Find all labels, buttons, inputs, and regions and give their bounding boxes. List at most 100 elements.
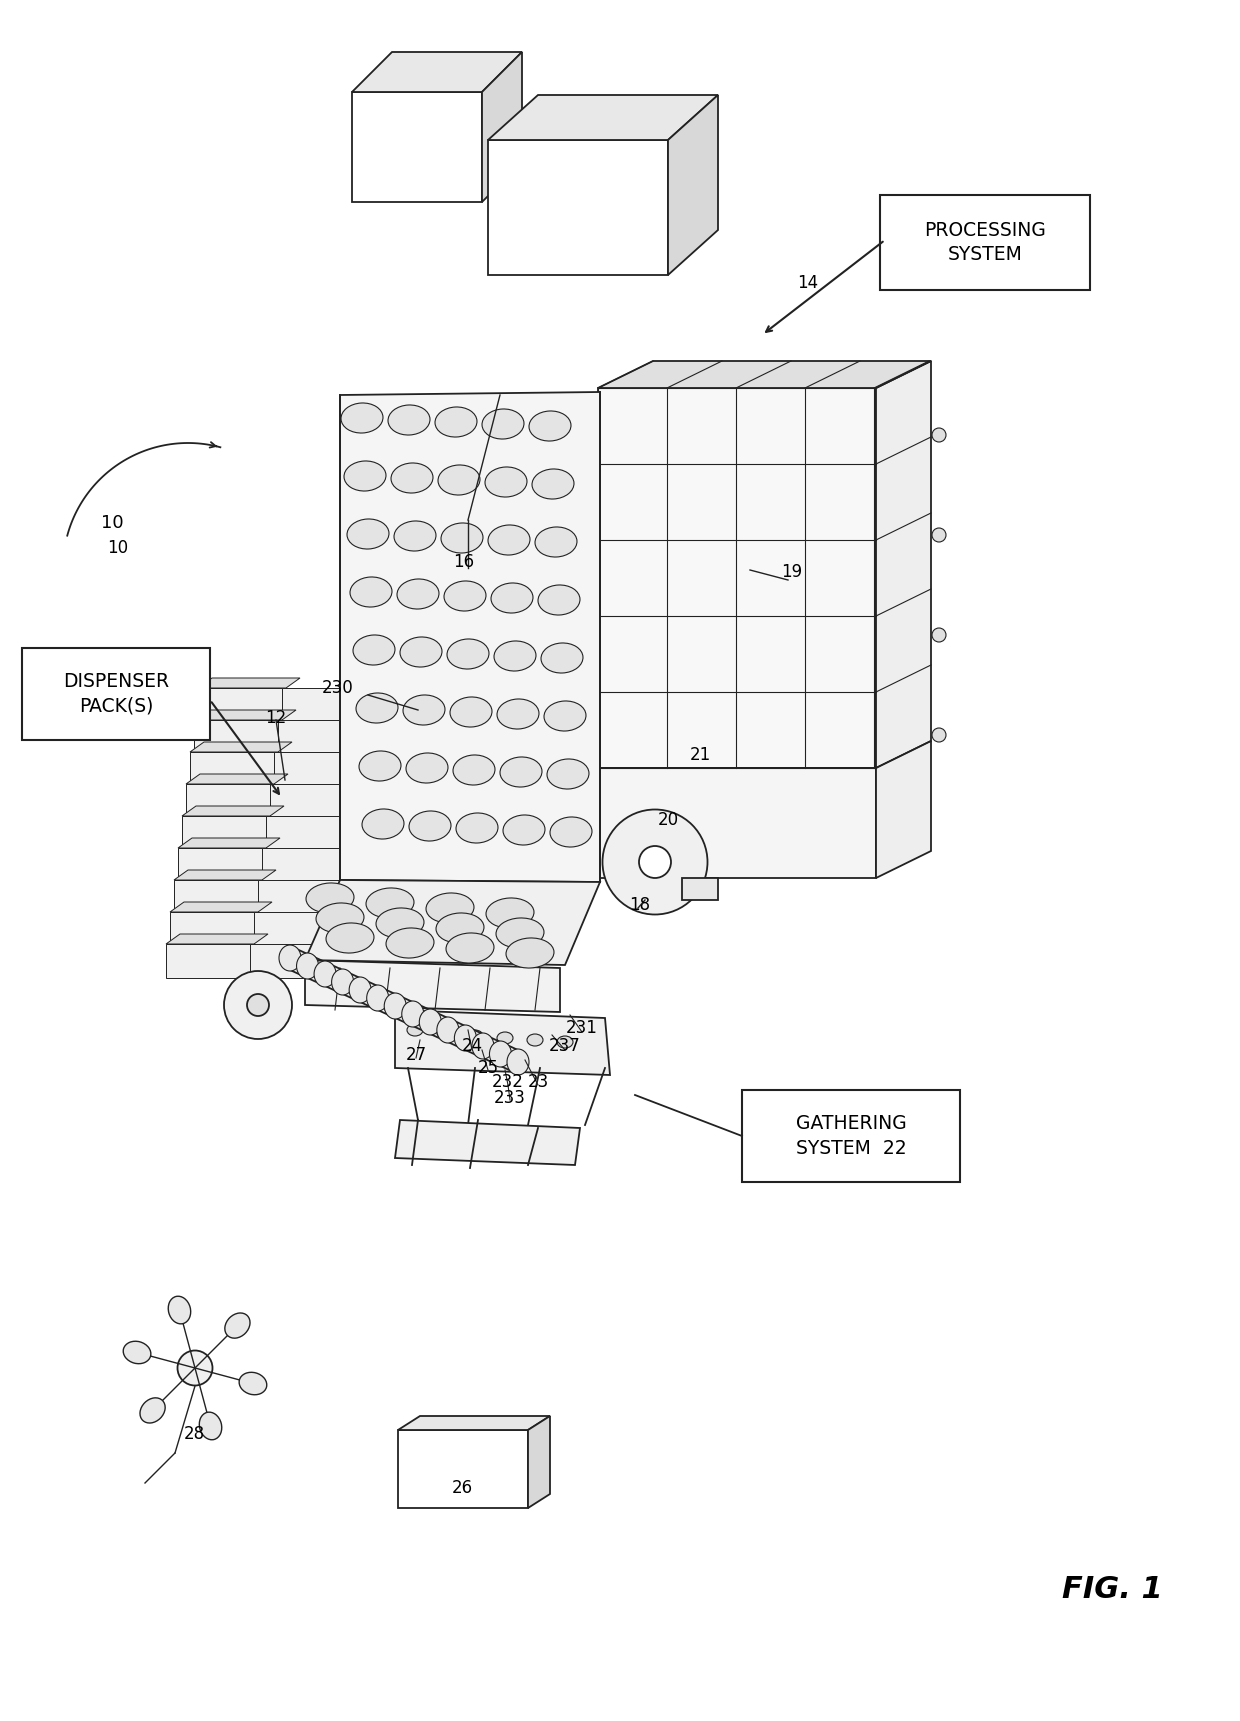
Polygon shape [190,742,291,752]
Ellipse shape [384,993,407,1019]
Ellipse shape [306,883,353,914]
Ellipse shape [491,583,533,613]
Ellipse shape [446,638,489,669]
Ellipse shape [343,461,386,490]
Ellipse shape [557,1036,573,1048]
Polygon shape [398,1430,528,1508]
Polygon shape [170,912,258,947]
Polygon shape [262,848,350,881]
Ellipse shape [547,759,589,788]
Ellipse shape [446,933,494,964]
Ellipse shape [397,578,439,609]
Ellipse shape [450,697,492,726]
Ellipse shape [529,411,570,441]
Text: 26: 26 [451,1478,472,1497]
Text: 237: 237 [549,1038,580,1055]
Polygon shape [489,95,718,139]
Polygon shape [267,816,353,850]
Polygon shape [254,912,342,947]
Ellipse shape [427,893,474,922]
Ellipse shape [177,1351,212,1385]
Polygon shape [875,361,931,768]
Ellipse shape [454,1026,476,1052]
Ellipse shape [435,406,477,437]
Ellipse shape [224,971,291,1039]
Ellipse shape [247,995,269,1015]
Text: 25: 25 [477,1058,498,1077]
Ellipse shape [494,640,536,671]
Ellipse shape [279,945,301,971]
Polygon shape [482,52,522,201]
Ellipse shape [489,525,529,554]
Ellipse shape [497,699,539,730]
Ellipse shape [496,917,544,948]
Ellipse shape [503,816,546,845]
Ellipse shape [541,644,583,673]
Ellipse shape [444,582,486,611]
Ellipse shape [500,757,542,786]
Ellipse shape [544,700,587,731]
Ellipse shape [366,888,414,917]
Polygon shape [489,139,668,275]
Ellipse shape [467,1029,484,1041]
Text: 10: 10 [108,539,129,558]
Polygon shape [179,848,267,881]
Ellipse shape [356,694,398,723]
Ellipse shape [441,523,484,552]
Ellipse shape [486,898,534,928]
Polygon shape [250,945,339,978]
Text: 24: 24 [461,1038,482,1055]
Ellipse shape [527,1034,543,1046]
Text: 21: 21 [689,745,711,764]
Polygon shape [598,768,875,878]
Ellipse shape [367,984,388,1010]
Ellipse shape [350,978,371,1003]
Polygon shape [352,91,482,201]
Ellipse shape [532,470,574,499]
Text: 12: 12 [265,709,286,726]
Polygon shape [398,1416,551,1430]
Ellipse shape [140,1397,165,1423]
Ellipse shape [506,938,554,967]
Polygon shape [682,878,718,900]
Ellipse shape [436,1027,453,1039]
Ellipse shape [362,809,404,840]
Polygon shape [742,1089,960,1182]
Text: 10: 10 [100,515,123,532]
Polygon shape [22,649,210,740]
Polygon shape [598,361,931,387]
Ellipse shape [603,809,708,914]
Ellipse shape [331,969,353,995]
Ellipse shape [438,465,480,496]
Ellipse shape [200,1413,222,1440]
Polygon shape [174,871,277,879]
Text: 20: 20 [657,811,678,830]
Text: 14: 14 [797,274,818,293]
Ellipse shape [316,904,365,933]
Ellipse shape [639,847,671,878]
Ellipse shape [551,817,591,847]
Ellipse shape [326,922,374,953]
Text: FIG. 1: FIG. 1 [1061,1575,1163,1604]
Polygon shape [278,719,366,754]
Polygon shape [281,688,370,723]
Ellipse shape [224,1313,250,1339]
Ellipse shape [402,1002,424,1027]
Ellipse shape [360,750,401,781]
Ellipse shape [497,1033,513,1045]
Text: 231: 231 [567,1019,598,1038]
Ellipse shape [403,695,445,725]
Text: 18: 18 [630,897,651,914]
Polygon shape [340,392,600,881]
Polygon shape [166,945,254,978]
Ellipse shape [169,1296,191,1323]
Ellipse shape [419,1009,441,1034]
Ellipse shape [296,953,319,979]
Text: PROCESSING
SYSTEM: PROCESSING SYSTEM [924,220,1045,265]
Ellipse shape [534,527,577,558]
Ellipse shape [341,403,383,434]
Polygon shape [305,960,560,1012]
Polygon shape [528,1416,551,1508]
Ellipse shape [350,577,392,608]
Ellipse shape [456,812,498,843]
